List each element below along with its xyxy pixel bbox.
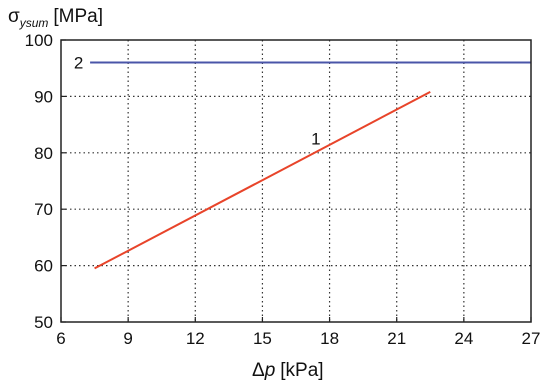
y-axis-title: σysum [MPa]	[8, 6, 103, 30]
series-label-2: 2	[74, 54, 83, 73]
series-line-1	[94, 91, 431, 270]
y-tick-label: 60	[34, 257, 53, 276]
y-axis-subscript: ysum	[19, 16, 49, 30]
y-axis-unit: [MPa]	[53, 6, 103, 27]
y-axis-symbol: σ	[8, 6, 20, 27]
y-tick-label: 80	[34, 144, 53, 163]
x-axis-var: p	[264, 360, 276, 381]
x-tick-label: 12	[186, 329, 205, 348]
x-tick-label: 18	[320, 329, 339, 348]
series-group: 12	[74, 54, 531, 270]
x-axis-unit: [kPa]	[280, 360, 323, 381]
x-tick-label: 21	[387, 329, 406, 348]
y-tick-label: 90	[34, 87, 53, 106]
y-tick-label: 50	[34, 313, 53, 332]
x-tick-label: 9	[123, 329, 132, 348]
plot-frame	[60, 39, 532, 323]
y-tick-label: 70	[34, 200, 53, 219]
grid	[61, 40, 531, 322]
x-axis-symbol: Δ	[252, 360, 265, 381]
x-tick-label: 24	[454, 329, 473, 348]
x-tick-label: 27	[522, 329, 541, 348]
x-axis-title: Δp [kPa]	[252, 360, 324, 381]
series-label-1: 1	[311, 130, 320, 149]
x-tick-label: 15	[253, 329, 272, 348]
y-tick-label: 100	[25, 31, 53, 50]
x-tick-label: 6	[56, 329, 65, 348]
